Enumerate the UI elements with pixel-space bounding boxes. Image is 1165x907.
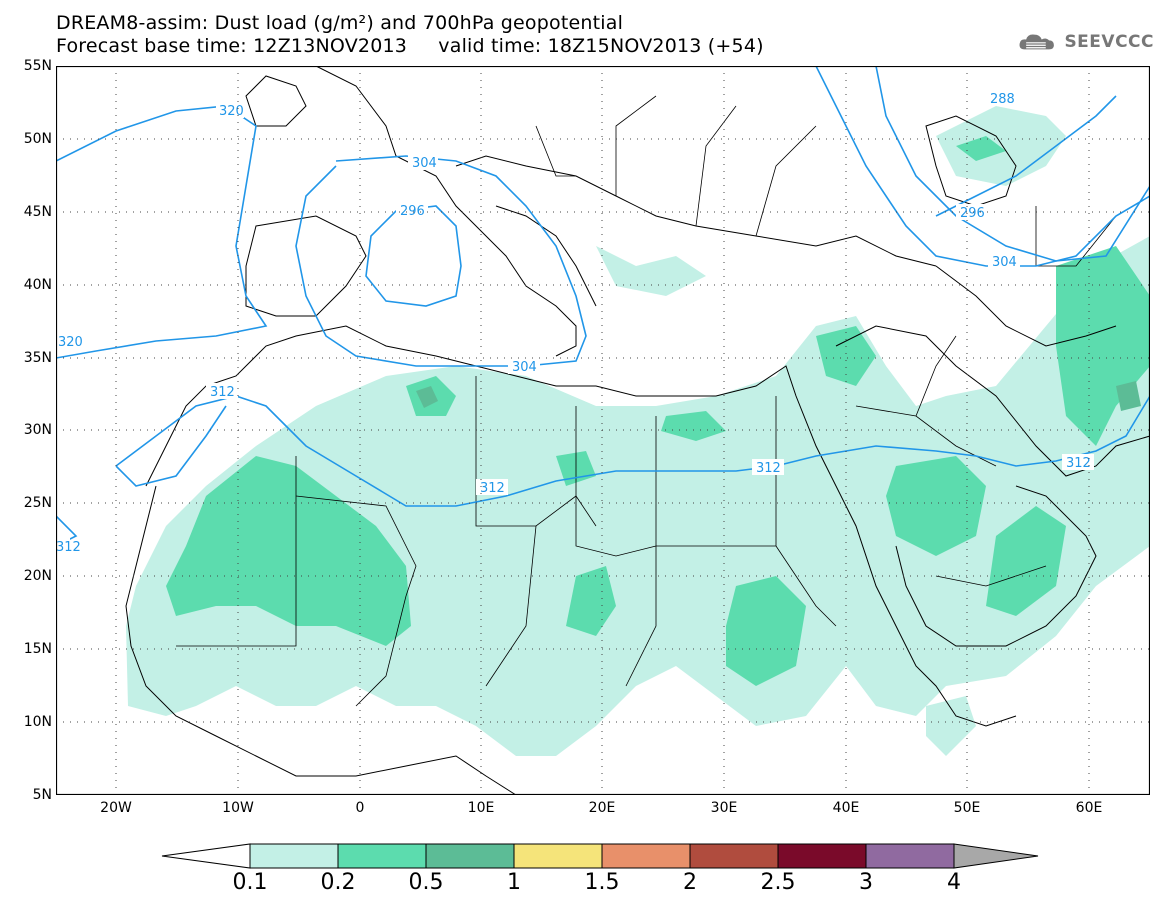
colorbar-label: 0.2 [320,870,356,895]
colorbar-swatch [425,843,515,869]
contour-label: 288 [990,92,1015,107]
lat-label: 25N [23,495,52,511]
lon-label: 30E [710,800,738,816]
colorbar-label: 2 [683,870,697,895]
colorbar [161,843,1039,869]
colorbar-swatch [689,843,779,869]
coastlines [125,66,1150,795]
lon-label: 20E [588,800,616,816]
chart-title: DREAM8-assim: Dust load (g/m²) and 700hP… [56,12,624,34]
lat-label: 35N [23,350,52,366]
chart-subtitle: Forecast base time: 12Z13NOV2013 valid t… [56,35,764,57]
dust-layer-dark [416,381,1141,411]
colorbar-label: 4 [947,870,961,895]
colorbar-over-arrow [953,843,1039,869]
colorbar-label: 0.5 [408,870,444,895]
cloud-icon [1019,34,1054,50]
lat-label: 15N [23,641,52,657]
contour-label: 320 [58,335,83,350]
contour-label: 296 [960,206,985,221]
logo-text: SEEVCCC [1064,32,1154,52]
grid-lines [56,66,1150,795]
lon-label: 0 [355,800,365,816]
contour-label: 312 [1066,456,1091,471]
lon-label: 50E [953,800,981,816]
contour-label: 312 [56,540,81,555]
lon-label: 10E [467,800,495,816]
lat-label: 40N [23,277,52,293]
colorbar-label: 0.1 [232,870,268,895]
lon-label: 40E [832,800,860,816]
colorbar-swatch [777,843,867,869]
map-frame [56,66,1150,795]
colorbar-label: 2.5 [760,870,796,895]
lat-label: 45N [23,204,52,220]
seevccc-logo: SEEVCCC [1018,28,1154,56]
lat-label: 5N [32,787,52,803]
contour-label: 312 [756,461,781,476]
colorbar-label: 3 [859,870,873,895]
lat-label: 55N [23,58,52,74]
contour-label: 304 [512,360,537,375]
colorbar-swatch [601,843,691,869]
dust-layer-medium [166,136,1150,686]
contour-label: 312 [480,481,505,496]
lat-label: 50N [23,131,52,147]
contour-labels: 320 304 296 320 312 304 312 312 312 304 … [56,90,1094,555]
contour-label: 312 [210,385,235,400]
colorbar-label: 1.5 [584,870,620,895]
colorbar-swatch [865,843,955,869]
map-panel: 320 304 296 320 312 304 312 312 312 304 … [56,66,1150,795]
contour-label: 296 [400,204,425,219]
geopotential-contours [56,66,1150,547]
lon-label: 20W [100,800,132,816]
contour-label: 304 [412,156,437,171]
colorbar-swatch [513,843,603,869]
lon-label: 10W [222,800,254,816]
lat-label: 30N [23,422,52,438]
lon-label: 60E [1075,800,1103,816]
colorbar-label: 1 [507,870,521,895]
lat-label: 20N [23,568,52,584]
colorbar-under-arrow [161,843,251,869]
contour-label: 304 [992,255,1017,270]
lat-label: 10N [23,714,52,730]
colorbar-swatch [337,843,427,869]
contour-label: 320 [219,104,244,119]
colorbar-swatch [249,843,339,869]
